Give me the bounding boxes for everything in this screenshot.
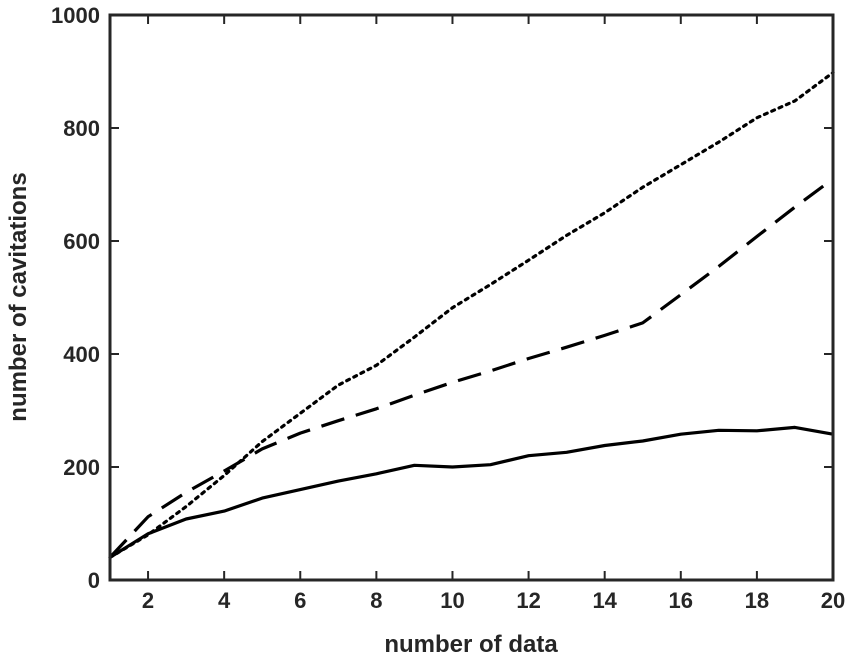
- y-tick-label: 400: [63, 342, 100, 367]
- y-tick-label: 800: [63, 116, 100, 141]
- y-tick-label: 1000: [51, 3, 100, 28]
- x-tick-label: 8: [370, 588, 382, 613]
- x-tick-label: 16: [669, 588, 693, 613]
- y-axis: 0 200 400 600 800 1000: [51, 3, 833, 593]
- x-tick-label: 20: [821, 588, 845, 613]
- x-tick-label: 10: [440, 588, 464, 613]
- series-line-dashed: [108, 177, 834, 559]
- x-tick-label: 2: [142, 588, 154, 613]
- y-tick-label: 200: [63, 455, 100, 480]
- y-axis-label: number of cavitations: [5, 172, 32, 421]
- series-layer: [108, 70, 835, 560]
- x-axis: 2 4 6 8 10 12 14 16 18 20: [142, 15, 845, 613]
- x-tick-label: 4: [218, 588, 231, 613]
- x-tick-label: 18: [745, 588, 769, 613]
- series-line-solid: [109, 425, 834, 559]
- y-tick-label: 600: [63, 229, 100, 254]
- x-tick-label: 6: [294, 588, 306, 613]
- y-tick-label: 0: [88, 568, 100, 593]
- x-axis-label: number of data: [384, 631, 558, 658]
- x-tick-label: 12: [516, 588, 540, 613]
- series-line-dotted: [108, 70, 835, 560]
- x-tick-label: 14: [592, 588, 617, 613]
- plot-frame: [108, 13, 835, 582]
